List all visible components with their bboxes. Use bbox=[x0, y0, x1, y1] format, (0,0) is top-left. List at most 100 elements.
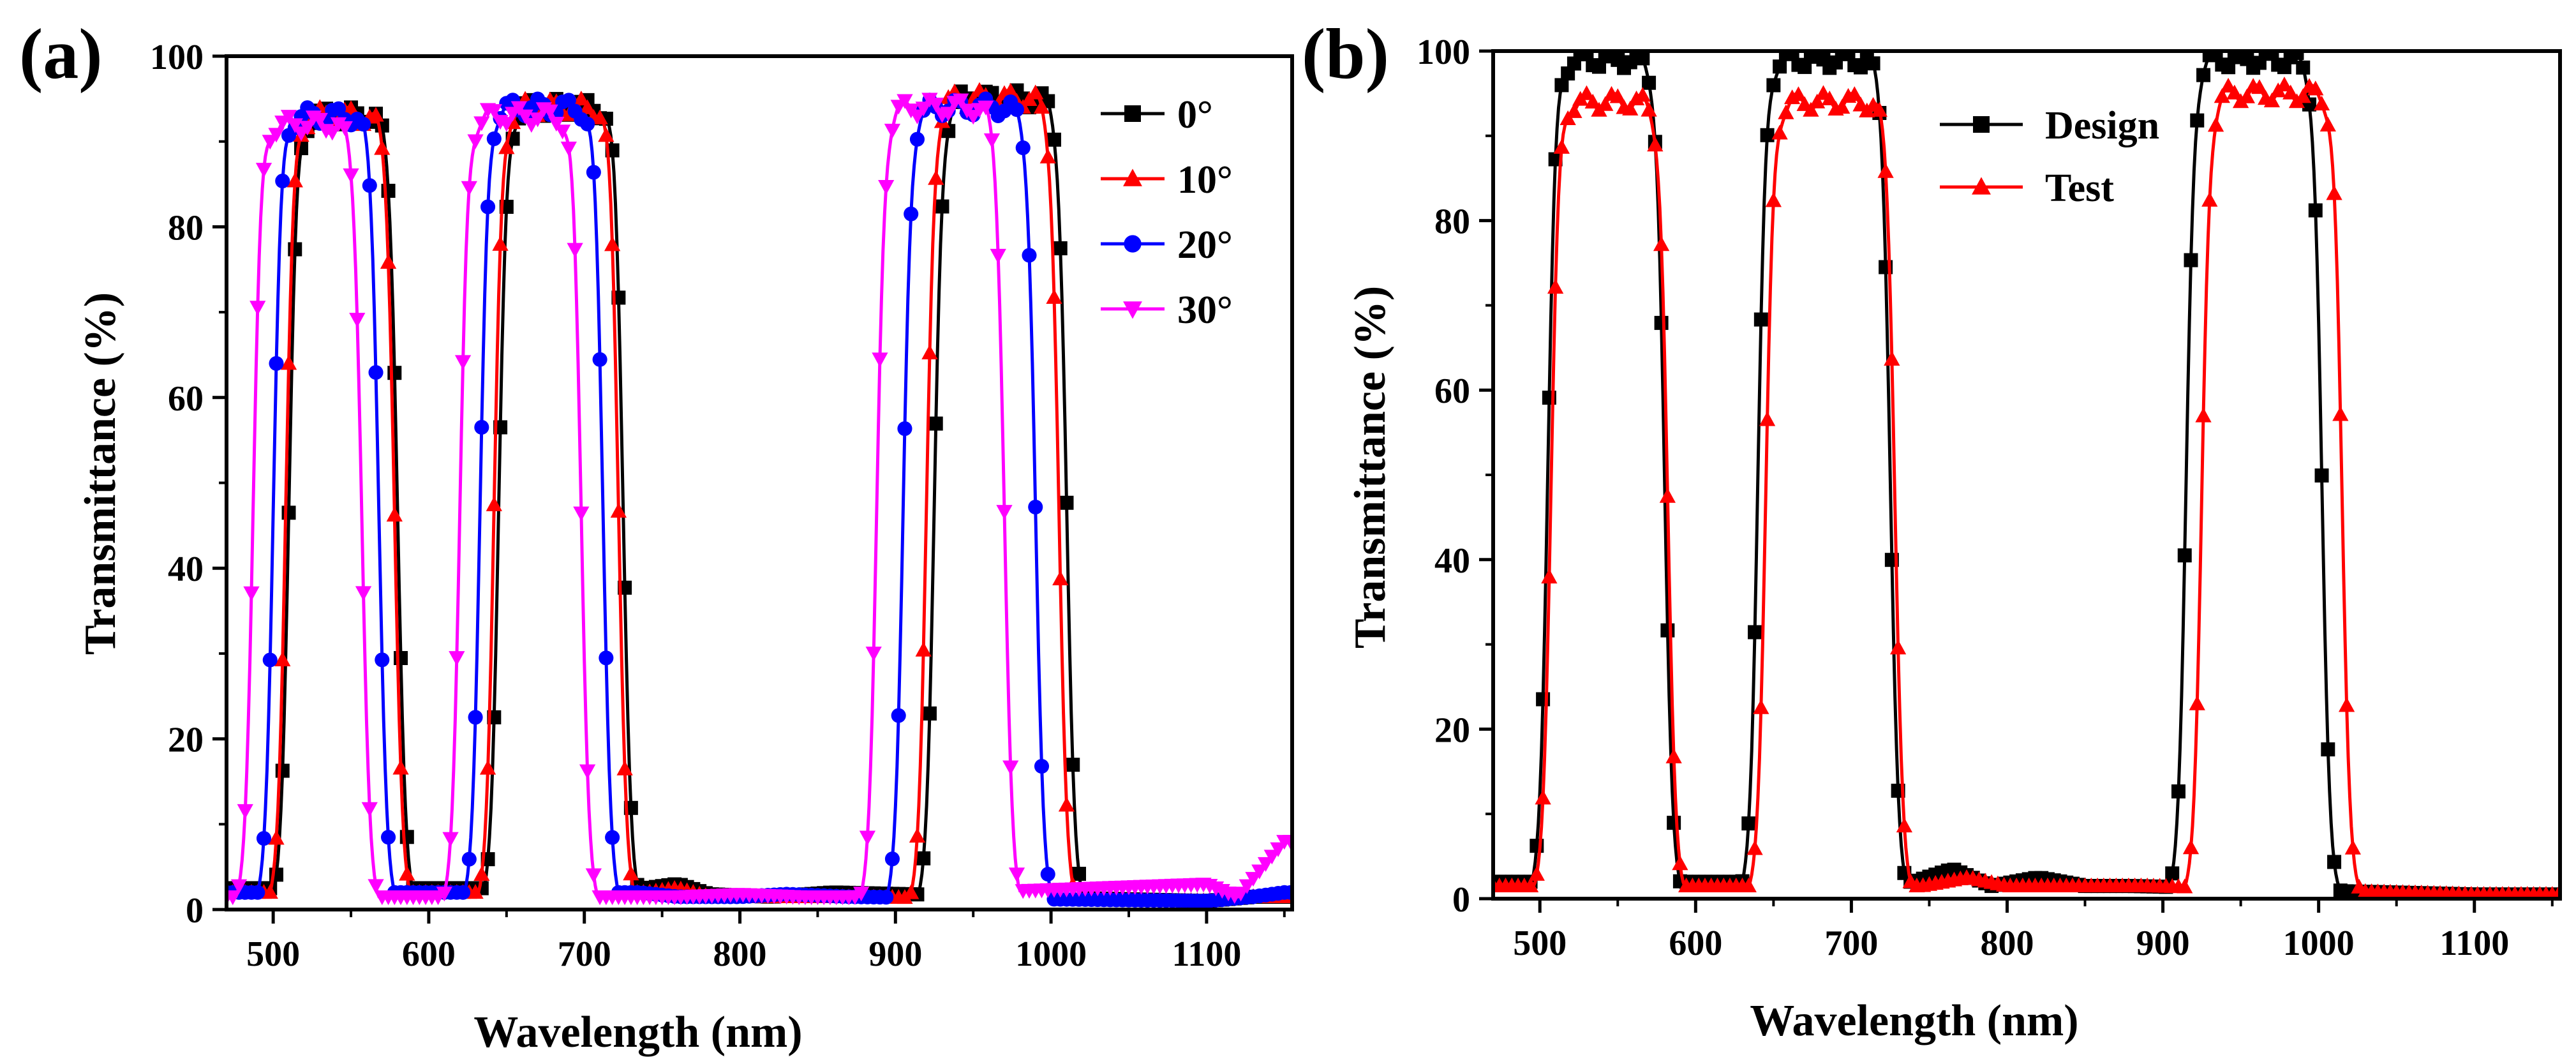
chart-a-series-2-point bbox=[262, 652, 278, 668]
chart-a-legend-marker bbox=[1124, 105, 1141, 122]
chart-a-series-1-point bbox=[492, 236, 509, 251]
chart-b-series-1-point bbox=[2263, 93, 2281, 108]
chart-a-series-1-point bbox=[928, 170, 944, 185]
chart-a-axes: 500 600 700 800 900 1000 1100 0 20 40 60 80 100 bbox=[150, 38, 1294, 974]
chart-a-series-1-point bbox=[1002, 82, 1019, 98]
chart-a-series-3-point bbox=[915, 101, 932, 117]
chart-a-series-2-point bbox=[904, 206, 919, 221]
chart-a-series-2-point bbox=[1034, 758, 1050, 774]
chart-b-series-0-point bbox=[2314, 468, 2329, 483]
chart-a-series-2-point bbox=[1009, 102, 1025, 117]
chart-a-series-3-point bbox=[237, 804, 253, 820]
chart-a-series-1-point bbox=[1052, 570, 1069, 586]
chart-a-series-3-point bbox=[343, 168, 359, 183]
chart-a-series-3-point bbox=[853, 887, 870, 902]
chart-a-legend-label: 0° bbox=[1177, 93, 1213, 137]
chart-a-series-3-point bbox=[230, 879, 248, 894]
chart-a-series-3-point bbox=[517, 109, 533, 124]
chart-b-series-1-point bbox=[1884, 350, 1900, 366]
chart-a-series-3-point bbox=[299, 121, 316, 136]
chart-b-series-1-point bbox=[2282, 84, 2299, 100]
chart-a-series-2-point bbox=[486, 131, 502, 146]
chart-a-series-3-point bbox=[461, 181, 477, 196]
chart-a-series-2-point bbox=[456, 885, 471, 900]
chart-b-series-1-point bbox=[1746, 840, 1763, 855]
chart-a-series-0-point bbox=[1046, 132, 1061, 147]
chart-a-series-3-point bbox=[928, 98, 944, 113]
chart-b-plot-area bbox=[1493, 51, 2560, 899]
chart-a-series-2-point bbox=[269, 356, 284, 371]
chart-a-series-1-point bbox=[573, 90, 590, 106]
chart-a-series-1-point bbox=[1033, 99, 1050, 114]
chart-b-series-1-point bbox=[1566, 103, 1582, 118]
chart-a-series-2-point bbox=[256, 830, 272, 846]
chart-a-series-1-point bbox=[368, 107, 384, 122]
chart-b-legend-label: Design bbox=[2045, 104, 2159, 147]
chart-b-legend-item-1: Test bbox=[1940, 167, 2114, 210]
chart-a-series-3-point bbox=[1239, 879, 1255, 894]
chart-a-legend: 0° 10° 20° 30° bbox=[1101, 93, 1233, 332]
chart-a-series-1-point bbox=[604, 236, 621, 251]
chart-b-xtick-label: 600 bbox=[1669, 924, 1722, 963]
chart-a-series-1-point bbox=[274, 651, 291, 666]
chart-a-series-1-point bbox=[479, 760, 496, 775]
chart-b-series-1-point bbox=[1740, 877, 1757, 892]
chart-a-series-1-point bbox=[343, 100, 359, 116]
chart-b-xlabel: Wavelength (nm) bbox=[1750, 996, 2078, 1045]
chart-a-series-3-point bbox=[355, 586, 372, 601]
chart-b-series-1-point bbox=[2177, 878, 2193, 894]
chart-a-series-1-point bbox=[287, 172, 303, 188]
chart-a-xtick-label: 900 bbox=[868, 934, 922, 974]
chart-a-series-2-point bbox=[884, 851, 900, 867]
chart-a-series-2-point bbox=[909, 131, 925, 147]
chart-b-series-1-point bbox=[1553, 139, 1570, 154]
chart-b-series-1-point bbox=[2276, 77, 2293, 92]
chart-a-series-1-point bbox=[380, 254, 397, 269]
chart-b-series-0-point bbox=[1760, 128, 1775, 142]
chart-a-series-1-point bbox=[598, 127, 614, 142]
chart-b-series-1-point bbox=[1535, 790, 1551, 805]
chart-a-series-3-point bbox=[311, 112, 328, 128]
chart-b-xtick-label: 500 bbox=[1513, 924, 1567, 963]
chart-a-series-3-point bbox=[978, 100, 994, 116]
chart-a-xtick-label: 700 bbox=[558, 934, 611, 974]
chart-a-legend-marker bbox=[1124, 235, 1142, 253]
chart-b-series-1-point bbox=[2195, 407, 2212, 423]
chart-b-series-0-point bbox=[1773, 59, 1787, 74]
chart-b-series-1-point bbox=[2319, 116, 2336, 131]
chart-a-xtick-label: 600 bbox=[402, 934, 456, 974]
chart-b-legend-marker bbox=[1973, 116, 1990, 133]
chart-b-series-0-point bbox=[2196, 68, 2211, 82]
chart-a-series-3-point bbox=[510, 101, 527, 116]
chart-a-series-1-point bbox=[498, 139, 515, 154]
chart-a-series-1-point bbox=[610, 502, 627, 518]
chart-a-series-1-point bbox=[623, 865, 639, 881]
chart-a-series-3-point bbox=[953, 93, 969, 109]
chart-b-series-0-point bbox=[1654, 315, 1669, 330]
chart-a-legend-item-1: 10° bbox=[1101, 158, 1233, 202]
chart-b-series-0-point bbox=[1567, 56, 1581, 71]
chart-a-series-3-point bbox=[1245, 872, 1262, 887]
chart-a-series-3-point bbox=[243, 586, 260, 601]
chart-b-series-1-point bbox=[1634, 87, 1651, 102]
chart-b-series-0-point bbox=[1635, 51, 1650, 66]
chart-b-series-0-point bbox=[1554, 78, 1569, 93]
chart-b-xtick-label: 700 bbox=[1824, 924, 1878, 963]
chart-b-ytick-label: 80 bbox=[1434, 202, 1470, 242]
chart-b-series-1-point bbox=[2338, 697, 2355, 712]
chart-a-series-3-point bbox=[548, 117, 565, 132]
chart-b-series-1-point bbox=[1597, 96, 1614, 111]
chart-panel-a: 500 600 700 800 900 1000 1100 0 20 40 60 80 100 Wave… bbox=[76, 38, 1294, 1057]
chart-a-series-2-point bbox=[1015, 140, 1031, 156]
chart-b-series-0-point bbox=[2321, 742, 2335, 757]
chart-a-series-2-point bbox=[461, 851, 477, 867]
chart-b-series-1-point bbox=[1809, 93, 1826, 109]
chart-b-series-0-point bbox=[2190, 113, 2205, 128]
chart-a-series-3-point bbox=[454, 355, 472, 370]
chart-a-series-2-point bbox=[580, 116, 595, 131]
chart-a-series-3-point bbox=[442, 832, 459, 847]
chart-a-series-2-point bbox=[362, 178, 377, 193]
chart-b-series-1-point bbox=[1578, 85, 1595, 100]
chart-b-series-1-point bbox=[2251, 79, 2268, 94]
chart-a-series-3-point bbox=[330, 117, 347, 132]
